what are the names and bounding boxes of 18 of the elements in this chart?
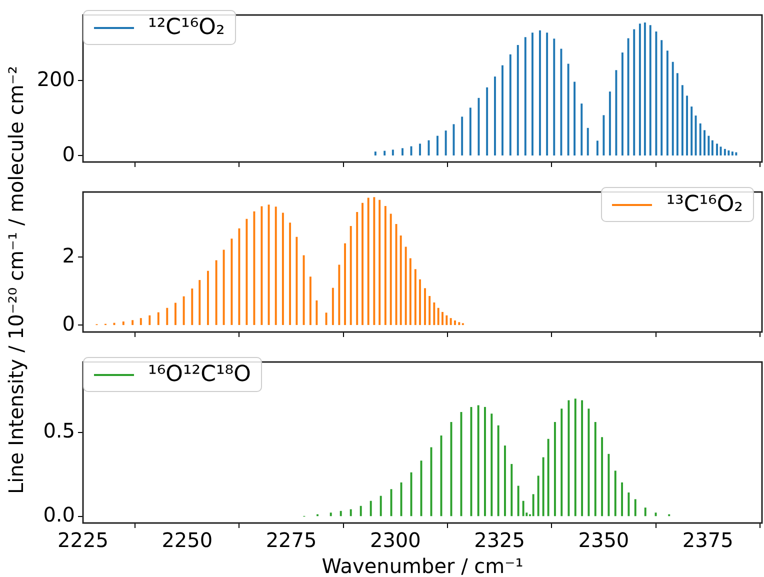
y-tick-label: 0.0 xyxy=(43,502,75,526)
y-tick-label: 200 xyxy=(36,66,75,91)
legend-label: ¹³C¹⁶O₂ xyxy=(666,192,743,217)
legend-label: ¹⁶O¹²C¹⁸O xyxy=(148,362,251,387)
x-axis-title: Wavenumber / cm⁻¹ xyxy=(322,554,524,577)
y-tick-label: 0.5 xyxy=(43,418,75,443)
y-axis-title: Line Intensity / 10⁻²⁰ cm⁻¹ / molecule cm⁻² xyxy=(4,66,28,494)
x-tick-label: 2250 xyxy=(162,528,213,552)
legend-label: ¹²C¹⁶O₂ xyxy=(148,15,225,40)
x-tick-label: 2225 xyxy=(58,528,108,552)
x-tick-label: 2325 xyxy=(474,528,526,552)
x-tick-label: 2350 xyxy=(578,528,630,552)
y-tick-label: 0 xyxy=(62,311,75,336)
y-tick-label: 0 xyxy=(62,142,75,166)
x-tick-label: 2275 xyxy=(266,528,317,552)
x-tick-label: 2375 xyxy=(682,528,734,552)
y-tick-label: 2 xyxy=(62,243,75,268)
x-tick-label: 2300 xyxy=(370,528,421,552)
